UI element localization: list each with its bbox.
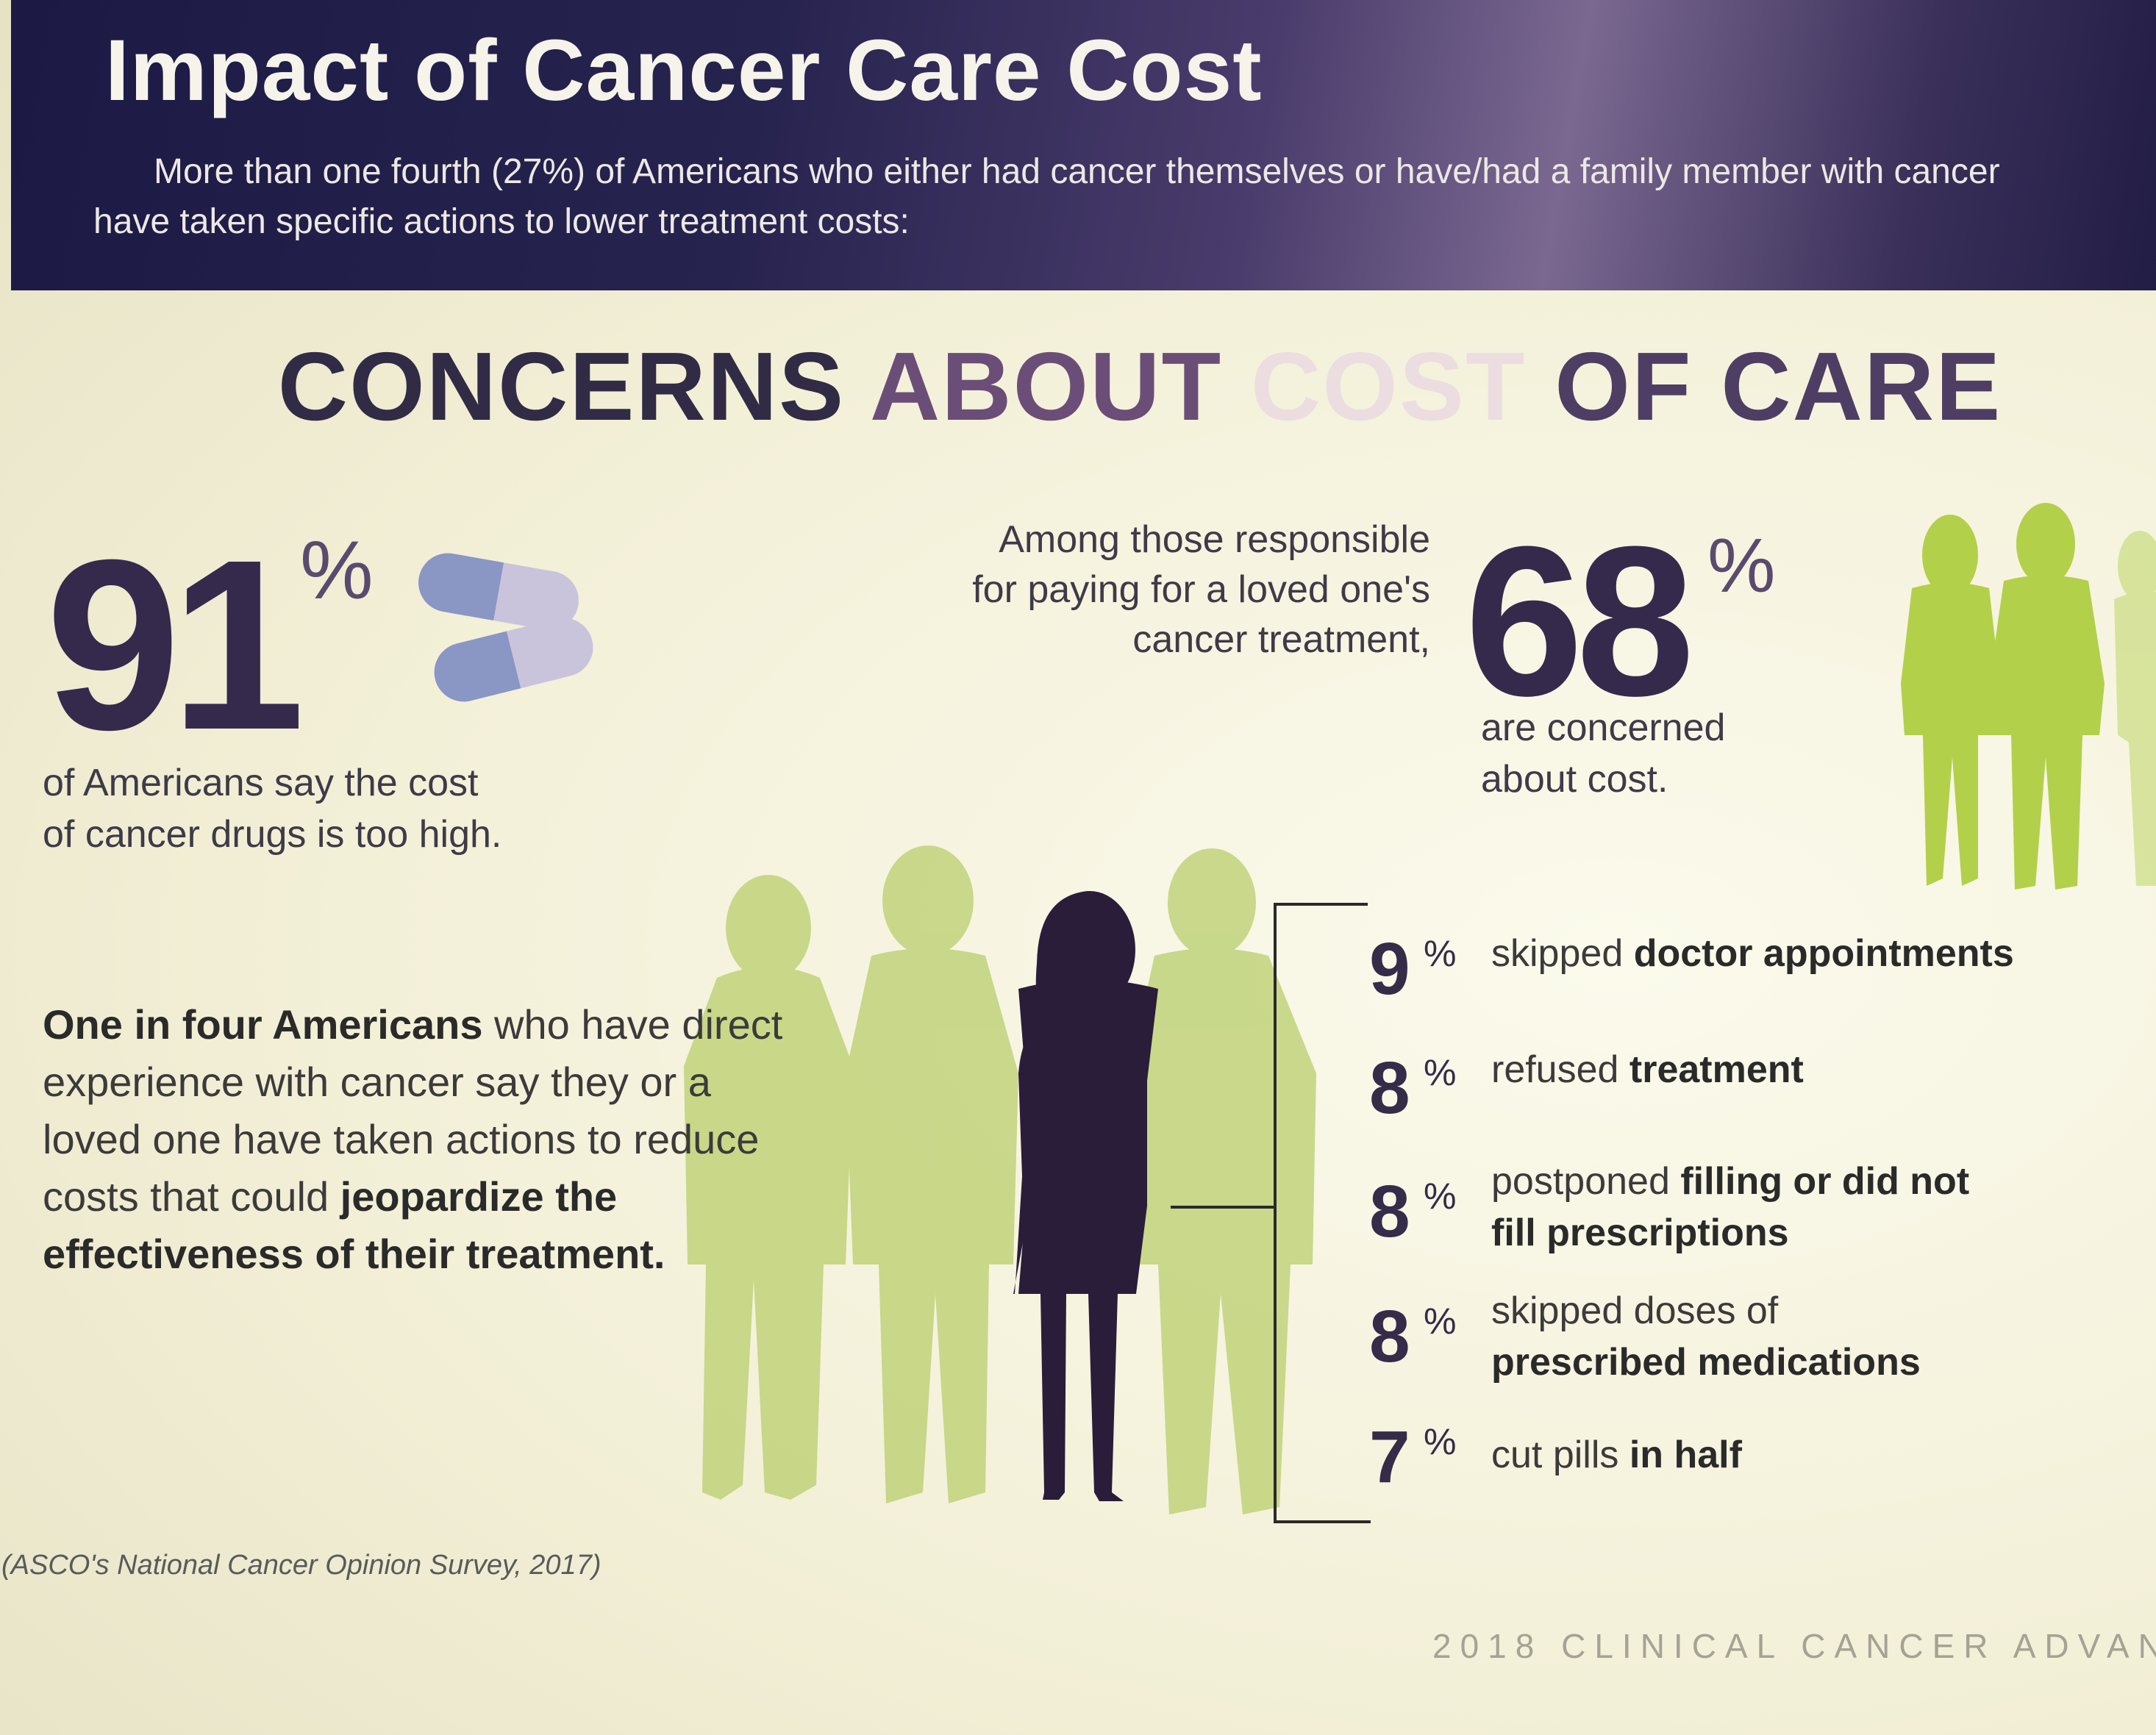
action-unit: % (1424, 1301, 1457, 1342)
stat-68-lead: Among those responsible for paying for a… (846, 515, 1430, 665)
action-value: 8 (1369, 1295, 1410, 1378)
bracket-bottom-tick (1274, 1520, 1371, 1523)
action-label-bold: prescribed medications (1491, 1341, 1921, 1384)
stat-68-value: 68 (1465, 502, 1695, 740)
action-label: cut pills in half (1491, 1429, 2138, 1481)
action-unit: % (1424, 1176, 1457, 1217)
one-in-four-paragraph: One in four Americans who have direct ex… (43, 996, 793, 1283)
bracket-top-tick (1274, 903, 1368, 906)
paragraph-body: who have direct experience with cancer s… (43, 1001, 783, 1220)
action-unit: % (1424, 1421, 1457, 1462)
capsule-pills-icon (418, 553, 593, 702)
stat-91-unit: % (300, 524, 374, 616)
section-title-word-4: OF CARE (1554, 332, 2002, 440)
action-unit: % (1424, 933, 1457, 974)
section-title-word-3: COST (1250, 332, 1527, 440)
action-label-plain: postponed (1491, 1160, 1681, 1203)
section-title-word-2: ABOUT (869, 332, 1223, 440)
page-title: Impact of Cancer Care Cost (105, 22, 1263, 119)
person-silhouette-icon (684, 875, 853, 1500)
section-title: CONCERNS ABOUT COST OF CARE (0, 331, 2156, 442)
action-value: 8 (1369, 1047, 1410, 1129)
action-value: 7 (1369, 1416, 1410, 1498)
stat-68-note: are concerned about cost. (1481, 702, 1725, 805)
stat-91-note: of Americans say the cost of cancer drug… (43, 757, 501, 860)
action-value: 9 (1369, 928, 1410, 1010)
action-label: skipped doctor appointments (1491, 928, 2138, 979)
paragraph-bold-lead: One in four Americans (43, 1001, 483, 1048)
action-label-bold: in half (1629, 1434, 1742, 1476)
action-label-bold: filling or did not fill prescriptions (1491, 1160, 1970, 1254)
source-citation: (ASCO's National Cancer Opinion Survey, … (1, 1550, 602, 1581)
stat-68-lead-line-3: cancer treatment, (1132, 618, 1430, 661)
header-intro-text: More than one fourth (27%) of Americans … (93, 152, 2000, 241)
action-label-bold: treatment (1629, 1048, 1804, 1091)
person-silhouette-icon (1013, 891, 1158, 1501)
group-silhouettes-right (1901, 503, 2156, 890)
stat-91-value: 91 (46, 509, 305, 780)
stat-91-note-line-1: of Americans say the cost (43, 762, 479, 804)
person-silhouette-icon (1901, 515, 2000, 886)
bracket-connector (1171, 1206, 1275, 1209)
footer-publication-title: 2018 CLINICAL CANCER ADVANC (1432, 1627, 2156, 1665)
stat-68-lead-line-2: for paying for a loved one's (972, 568, 1430, 611)
stat-68-unit: % (1707, 523, 1776, 609)
stat-68-note-line-1: are concerned (1481, 706, 1726, 749)
paragraph-bold-end: jeopardize the effectiveness of their tr… (43, 1173, 665, 1277)
action-label-plain: skipped doses of (1491, 1289, 1779, 1332)
action-label-bold: doctor appointments (1633, 932, 2014, 975)
action-label: postponed filling or did not fill prescr… (1491, 1156, 2021, 1259)
action-value: 8 (1369, 1170, 1410, 1253)
header-band: Impact of Cancer Care Cost More than one… (11, 0, 2156, 290)
bracket-line (1274, 903, 1277, 1522)
group-silhouettes-back (684, 845, 1316, 1514)
action-unit: % (1424, 1052, 1457, 1093)
stat-91-note-line-2: of cancer drugs is too high. (43, 813, 502, 856)
action-label: skipped doses of prescribed medications (1491, 1285, 1947, 1388)
person-silhouette-icon (1989, 503, 2105, 890)
action-label-plain: skipped (1491, 932, 1634, 975)
person-silhouette-icon (846, 845, 1018, 1503)
action-label-plain: cut pills (1491, 1434, 1630, 1476)
person-silhouette-icon (2114, 531, 2156, 886)
section-title-word-1: CONCERNS (277, 332, 846, 440)
stat-68-note-line-2: about cost. (1481, 758, 1668, 801)
action-label: refused treatment (1491, 1044, 2138, 1095)
person-silhouette-icon (1129, 848, 1316, 1514)
stat-68-lead-line-1: Among those responsible (999, 518, 1430, 561)
action-label-plain: refused (1491, 1048, 1630, 1091)
